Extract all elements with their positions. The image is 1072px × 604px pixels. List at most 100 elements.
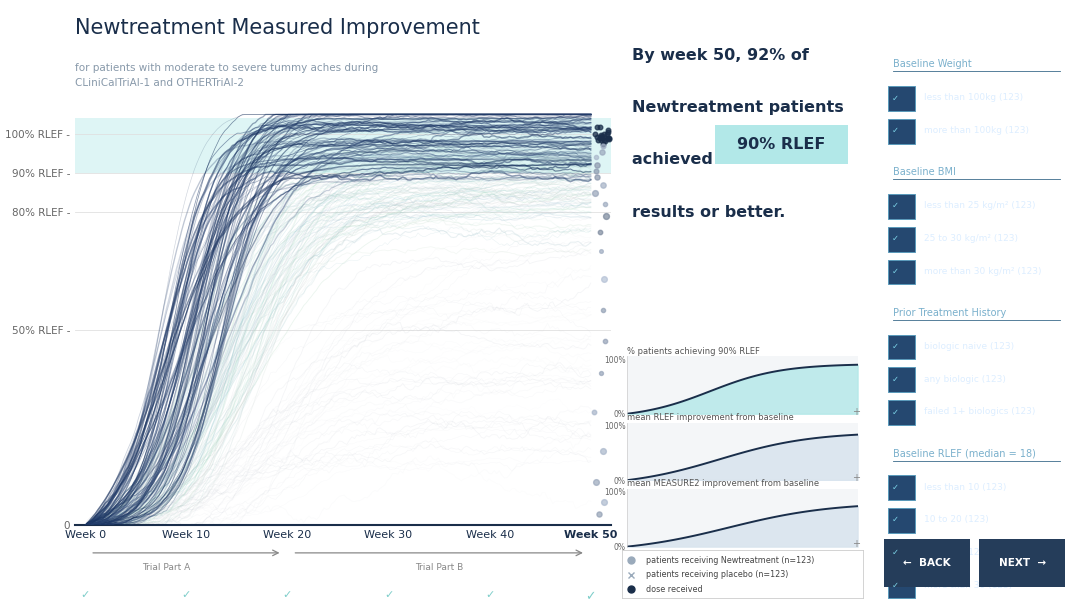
Text: biologic naive (123): biologic naive (123) <box>924 342 1014 351</box>
Text: ✓: ✓ <box>283 590 292 600</box>
Point <box>596 200 613 210</box>
FancyBboxPatch shape <box>888 367 914 392</box>
Text: ←  BACK: ← BACK <box>903 558 951 568</box>
Point <box>600 134 617 144</box>
Point <box>590 509 607 519</box>
Point <box>600 133 617 143</box>
FancyBboxPatch shape <box>888 260 914 284</box>
Text: failed 1+ biologics (123): failed 1+ biologics (123) <box>924 408 1036 417</box>
Text: achieved: achieved <box>631 152 718 167</box>
Point <box>592 133 609 143</box>
Point <box>595 135 612 145</box>
Text: less than 100kg (123): less than 100kg (123) <box>924 94 1023 103</box>
Point <box>594 147 611 156</box>
Point <box>592 135 609 145</box>
Text: ✓: ✓ <box>892 94 899 103</box>
Point <box>595 129 612 139</box>
Text: ✓: ✓ <box>181 590 191 600</box>
Text: mean RLEF improvement from baseline: mean RLEF improvement from baseline <box>627 413 794 422</box>
Point <box>586 129 604 138</box>
Text: ✓: ✓ <box>892 234 899 243</box>
Point <box>599 129 616 138</box>
Text: Prior Treatment History: Prior Treatment History <box>893 307 1006 318</box>
Text: ✓: ✓ <box>384 590 393 600</box>
Point <box>587 166 605 176</box>
Point <box>594 131 611 141</box>
Text: NEXT  →: NEXT → <box>999 558 1046 568</box>
Text: patients receiving placebo (n=123): patients receiving placebo (n=123) <box>645 570 788 579</box>
FancyBboxPatch shape <box>888 86 914 111</box>
Point <box>590 135 607 145</box>
Text: Trial Part A: Trial Part A <box>142 563 190 571</box>
FancyBboxPatch shape <box>888 119 914 144</box>
FancyBboxPatch shape <box>888 475 914 500</box>
Point <box>594 180 611 190</box>
Text: results or better.: results or better. <box>631 205 785 220</box>
Text: ✓: ✓ <box>892 201 899 210</box>
FancyBboxPatch shape <box>888 194 914 219</box>
Text: patients receiving Newtreatment (n=123): patients receiving Newtreatment (n=123) <box>645 556 815 565</box>
Text: ✓: ✓ <box>892 342 899 351</box>
Point <box>599 125 616 135</box>
Text: By week 50, 92% of: By week 50, 92% of <box>631 48 808 63</box>
Point <box>596 136 613 146</box>
Point <box>589 161 606 170</box>
Point <box>599 127 616 137</box>
Point <box>593 130 610 140</box>
FancyBboxPatch shape <box>888 400 914 425</box>
Point <box>589 172 606 182</box>
Point <box>598 133 615 143</box>
Text: Baseline Weight: Baseline Weight <box>893 59 971 69</box>
Point <box>587 478 605 487</box>
Text: Baseline RLEF (median = 18): Baseline RLEF (median = 18) <box>893 448 1036 458</box>
FancyBboxPatch shape <box>888 541 914 565</box>
FancyBboxPatch shape <box>888 335 914 359</box>
FancyBboxPatch shape <box>888 574 914 599</box>
Point <box>594 141 611 150</box>
FancyBboxPatch shape <box>888 226 914 252</box>
Text: +: + <box>852 539 860 550</box>
Text: 25 to 30 kg/m² (123): 25 to 30 kg/m² (123) <box>924 234 1017 243</box>
Point <box>593 368 610 378</box>
Point <box>592 246 609 256</box>
Point <box>599 133 616 143</box>
Point <box>596 274 613 284</box>
Text: ✓: ✓ <box>892 126 899 135</box>
Text: any biologic (123): any biologic (123) <box>924 374 1006 384</box>
Point <box>585 407 602 417</box>
Text: Baseline BMI: Baseline BMI <box>893 167 955 177</box>
FancyBboxPatch shape <box>888 508 914 533</box>
Text: less than 10 (123): less than 10 (123) <box>924 483 1007 492</box>
FancyBboxPatch shape <box>980 539 1066 587</box>
Point <box>593 133 610 143</box>
Text: ✓: ✓ <box>485 590 494 600</box>
Text: ✓: ✓ <box>892 267 899 276</box>
Point <box>594 446 611 456</box>
Text: mean MEASURE2 improvement from baseline: mean MEASURE2 improvement from baseline <box>627 480 819 489</box>
Text: ✓: ✓ <box>892 581 899 590</box>
Text: 20 to 30 (123): 20 to 30 (123) <box>924 548 988 557</box>
Point <box>596 497 613 507</box>
Point <box>589 121 606 131</box>
Text: Newtreatment patients: Newtreatment patients <box>631 100 844 115</box>
Text: more than 100kg (123): more than 100kg (123) <box>924 126 1029 135</box>
Point <box>597 211 614 221</box>
Point <box>594 306 611 315</box>
Point <box>589 132 606 141</box>
Bar <box>75 118 611 173</box>
Point <box>596 336 613 346</box>
Text: Trial Part B: Trial Part B <box>415 563 463 571</box>
Text: ✓: ✓ <box>892 374 899 384</box>
Text: ✓: ✓ <box>80 590 90 600</box>
Text: more than 30 (123): more than 30 (123) <box>924 581 1012 590</box>
Text: 10 to 20 (123): 10 to 20 (123) <box>924 515 988 524</box>
Text: ✓: ✓ <box>892 408 899 417</box>
Text: ✓: ✓ <box>892 483 899 492</box>
Point <box>595 139 612 149</box>
FancyBboxPatch shape <box>883 539 969 587</box>
Text: +: + <box>852 406 860 417</box>
Text: Newtreatment Measured Improvement: Newtreatment Measured Improvement <box>75 18 480 38</box>
Text: more than 30 kg/m² (123): more than 30 kg/m² (123) <box>924 267 1041 276</box>
Text: +: + <box>852 473 860 483</box>
Text: ✓: ✓ <box>892 515 899 524</box>
